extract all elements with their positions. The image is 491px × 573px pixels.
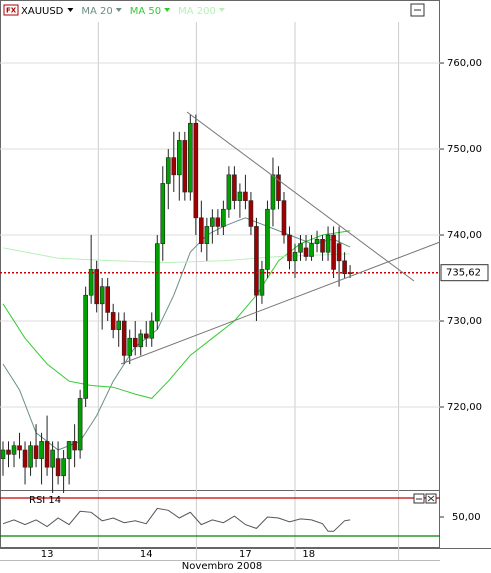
candle-body [105,286,110,313]
candle-body [342,260,347,275]
candle-body [17,445,22,451]
candle-body [199,217,204,244]
dropdown-icon [115,8,122,12]
candle-body [11,445,17,455]
y-tick-label: 720,00 [447,402,482,413]
fx-logo-text: FX [6,7,17,15]
candle-body [165,157,171,184]
candle-body [292,251,298,262]
symbol[interactable]: XAUUSD [21,6,64,17]
candle-body [265,208,270,270]
candle-body [182,140,188,193]
candle-body [243,191,248,201]
candle-body [121,320,127,356]
y-tick-label: 760,00 [447,58,482,69]
fx-logo [3,4,19,16]
dropdown-icon [164,8,171,12]
candle-body [309,243,314,257]
candle-body [61,458,66,477]
candle-body [331,234,336,270]
candle-body [298,243,303,253]
candle-body [149,320,155,339]
candle-body [287,234,292,262]
candle-body [77,398,83,451]
dropdown-icon [67,8,74,12]
ma-line [2,247,351,264]
candle-body [232,174,237,201]
candle-body [154,243,160,322]
x-tick-label: 17 [239,549,252,560]
candle-body [39,441,44,459]
x-tick-label: 13 [41,549,54,560]
candle-body [138,333,144,348]
rsi-title[interactable]: RSI 14 [29,495,61,506]
candle-body [66,441,72,459]
candle-body [320,239,325,253]
header: FX XAUUSD MA 20 MA 50 MA 200 [3,3,425,17]
candle-body [160,183,166,244]
candle-body [210,217,215,227]
plot [0,114,440,537]
x-tick-label: 18 [302,549,315,560]
candle-body [143,333,149,339]
candle-body [259,269,265,296]
candle-body [314,239,320,244]
candle-body [83,294,88,399]
candle-body [215,217,221,227]
candle-body [204,226,210,244]
last-price-box [440,264,489,282]
candle-body [248,200,254,227]
x-axis-title: Novembro 2008 [182,561,262,572]
x-tick-label: 14 [140,549,153,560]
candle-body [33,445,39,459]
candle-body [0,449,6,459]
last-price-label: 735,62 [446,268,481,279]
candle-body [177,140,182,176]
y-tick-label: 740,00 [447,230,482,241]
candle-body [127,337,133,356]
y-tick-label: 730,00 [447,316,482,327]
candle-body [132,337,138,348]
candle-body [110,312,116,330]
grid [0,22,440,560]
candle-body [22,449,28,468]
candle-body [193,122,199,219]
candle-body [325,234,331,253]
trend-line [186,111,415,282]
legend-entry[interactable]: MA 200 [178,6,216,17]
candle-body [72,441,77,451]
legend-entry[interactable]: MA 20 [81,6,112,17]
rsi-line [2,507,351,532]
candle-body [55,458,61,477]
candle-body [237,191,243,201]
candle-body [188,122,193,193]
plot-frame [0,0,440,548]
candle-body [254,226,259,296]
ma-line [2,230,351,399]
candle-body [226,174,232,210]
candle-body [88,269,94,296]
candle-body [276,174,281,201]
candle-body [94,269,99,305]
candle-body [6,449,11,455]
dropdown-icon [218,8,225,12]
legend-entry[interactable]: MA 50 [130,6,161,17]
close-icon [427,495,435,502]
candle-body [336,243,342,262]
candle-body [221,208,226,227]
candle-body [50,449,55,468]
candle-body [171,157,177,176]
candle-body [281,200,287,236]
candle-body [116,320,121,330]
candle-body [28,445,33,468]
candle-body [99,286,105,305]
candle-body [303,247,309,257]
trend-line [120,241,441,365]
candle-body [44,441,50,468]
y-tick-label: 50,00 [452,512,481,523]
y-tick-label: 750,00 [447,144,482,155]
candle-body [270,174,276,210]
